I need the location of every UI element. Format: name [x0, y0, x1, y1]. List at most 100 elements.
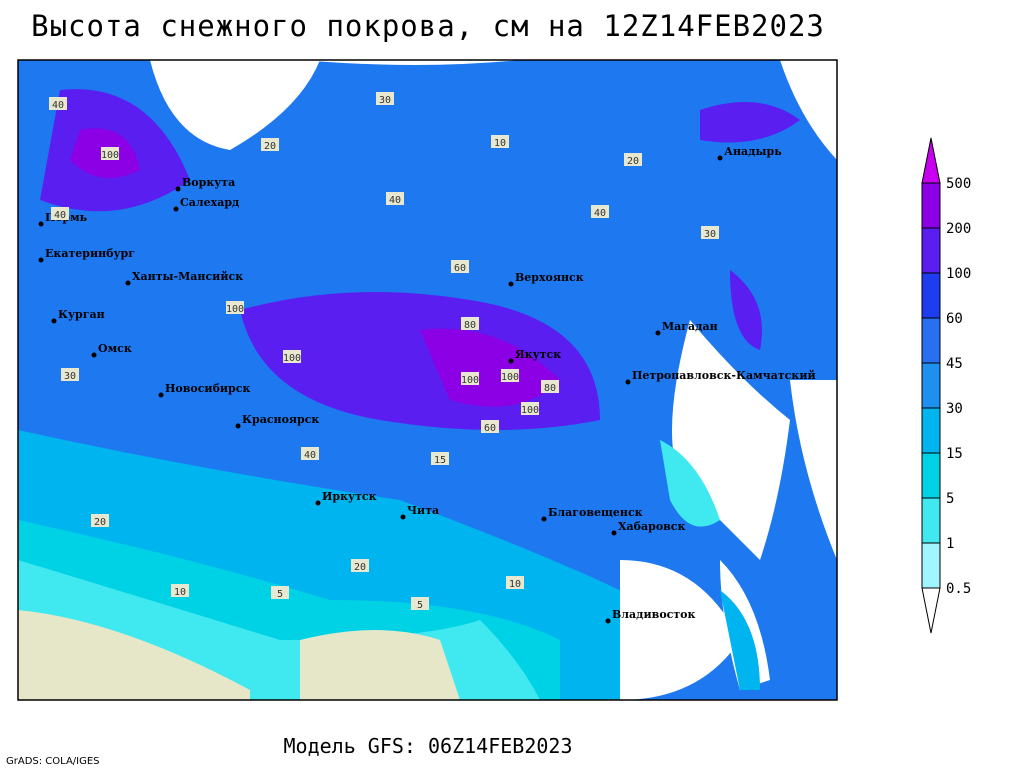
city-marker [38, 221, 44, 227]
contour-label-bg [61, 368, 79, 381]
city-label: Владивосток [612, 608, 696, 621]
colorbar-label: 500 [946, 176, 971, 192]
contour-label: 40 [304, 450, 316, 461]
colorbar-swatch [921, 227, 941, 274]
contour-label: 100 [521, 405, 539, 416]
contour-label: 100 [501, 372, 519, 383]
colorbar-high-triangle [921, 137, 941, 184]
colorbar-swatch [921, 542, 941, 589]
colorbar-swatch [921, 182, 941, 229]
contour-label-bg [283, 350, 301, 363]
contour-label-bg [91, 514, 109, 527]
contour-label-bg [171, 584, 189, 597]
contour-label-bg [49, 97, 67, 110]
credit: GrADS: COLA/IGES [6, 756, 100, 767]
model-caption: Модель GFS: 06Z14FEB2023 [284, 734, 573, 758]
city-label: Петропавловск-Камчатский [632, 369, 816, 382]
contour-label-bg [101, 147, 119, 160]
contour-label: 5 [277, 589, 283, 600]
colorbar-label: 45 [946, 356, 963, 372]
city-marker [158, 392, 164, 398]
city-label: Анадырь [724, 145, 782, 158]
contour-label-bg [301, 447, 319, 460]
colorbar-label: 200 [946, 221, 971, 237]
colorbar-label: 1 [946, 536, 954, 552]
city-marker [125, 280, 131, 286]
city-marker [717, 155, 723, 161]
colorbar-label: 5 [946, 491, 954, 507]
city-label: Курган [58, 308, 105, 321]
colorbar-label: 60 [946, 311, 963, 327]
city-marker [605, 618, 611, 624]
contour-label-bg [491, 135, 509, 148]
contour-label: 40 [54, 210, 66, 221]
city-marker [611, 530, 617, 536]
contour-label-bg [591, 205, 609, 218]
city-label: Якутск [515, 348, 561, 361]
contour-label: 80 [544, 383, 556, 394]
colorbar-swatch [921, 407, 941, 454]
contour-label-bg [461, 317, 479, 330]
contour-label-bg [51, 207, 69, 220]
contour-label-bg [481, 420, 499, 433]
city-marker [625, 379, 631, 385]
contour-label-bg [506, 576, 524, 589]
contour-label: 15 [434, 455, 446, 466]
map-frame [17, 59, 838, 701]
city-marker [51, 318, 57, 324]
colorbar-swatch [921, 272, 941, 319]
city-marker [235, 423, 241, 429]
city-label: Новосибирск [165, 382, 250, 395]
colorbar-swatch [921, 452, 941, 499]
contour-label: 30 [64, 371, 76, 382]
contour-label-bg [386, 192, 404, 205]
city-label: Иркутск [322, 490, 377, 503]
contour-label-bg [541, 380, 559, 393]
contour-label-bg [431, 452, 449, 465]
contour-label-bg [261, 138, 279, 151]
contour-label: 100 [461, 375, 479, 386]
contour-label: 60 [454, 263, 466, 274]
contour-label-bg [461, 372, 479, 385]
colorbar-label: 0.5 [946, 581, 971, 597]
city-marker [508, 358, 514, 364]
contour-label: 20 [627, 156, 639, 167]
contour-label-bg [451, 260, 469, 273]
city-marker [541, 516, 547, 522]
contour-label-bg [271, 586, 289, 599]
contour-label: 20 [94, 517, 106, 528]
city-marker [315, 500, 321, 506]
contour-label: 100 [283, 353, 301, 364]
city-marker [508, 281, 514, 287]
contour-label: 5 [417, 600, 423, 611]
city-label: Чита [407, 504, 439, 517]
contour-label: 80 [464, 320, 476, 331]
contour-label: 10 [494, 138, 506, 149]
city-label: Хабаровск [618, 520, 685, 533]
contour-label: 10 [509, 579, 521, 590]
contour-label-bg [701, 226, 719, 239]
contour-label: 40 [52, 100, 64, 111]
contour-label-bg [624, 153, 642, 166]
contour-label: 20 [354, 562, 366, 573]
contour-label: 40 [594, 208, 606, 219]
colorbar-low-triangle [921, 587, 941, 634]
title: Высота снежного покрова, см на 12Z14FEB2… [31, 9, 825, 43]
contour-label-bg [376, 92, 394, 105]
contour-label: 40 [389, 195, 401, 206]
map [18, 60, 837, 700]
colorbar-swatch [921, 497, 941, 544]
contour-label: 60 [484, 423, 496, 434]
city-label: Салехард [180, 196, 239, 209]
colorbar-swatch [921, 317, 941, 364]
city-label: Екатеринбург [45, 247, 135, 260]
city-marker [91, 352, 97, 358]
colorbar-label: 30 [946, 401, 963, 417]
colorbar-swatch [921, 362, 941, 409]
contour-label: 100 [101, 150, 119, 161]
contour-label-bg [411, 597, 429, 610]
contour-label: 100 [226, 304, 244, 315]
city-marker [655, 330, 661, 336]
city-label: Воркута [182, 176, 235, 189]
